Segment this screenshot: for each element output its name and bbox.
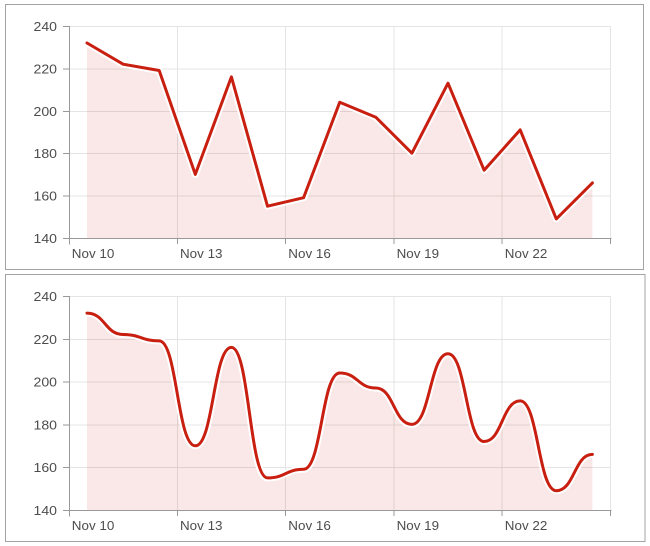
svg-text:Nov 16: Nov 16 [288,246,331,261]
svg-text:160: 160 [34,189,58,204]
svg-text:180: 180 [34,417,58,432]
svg-text:140: 140 [34,503,58,518]
svg-text:200: 200 [34,104,58,119]
svg-text:Nov 10: Nov 10 [72,518,115,533]
svg-text:240: 240 [34,289,58,304]
svg-text:140: 140 [34,231,58,246]
svg-text:220: 220 [34,332,58,347]
svg-text:160: 160 [34,460,58,475]
svg-text:240: 240 [34,19,58,34]
svg-text:Nov 22: Nov 22 [505,518,548,533]
svg-text:Nov 13: Nov 13 [180,518,223,533]
svg-text:Nov 16: Nov 16 [288,518,331,533]
svg-text:Nov 19: Nov 19 [397,246,440,261]
svg-text:200: 200 [34,375,58,390]
svg-text:220: 220 [34,61,58,76]
svg-text:Nov 13: Nov 13 [180,246,223,261]
svg-text:Nov 10: Nov 10 [72,246,115,261]
svg-text:Nov 22: Nov 22 [505,246,548,261]
svg-text:Nov 19: Nov 19 [397,518,440,533]
svg-text:180: 180 [34,146,58,161]
